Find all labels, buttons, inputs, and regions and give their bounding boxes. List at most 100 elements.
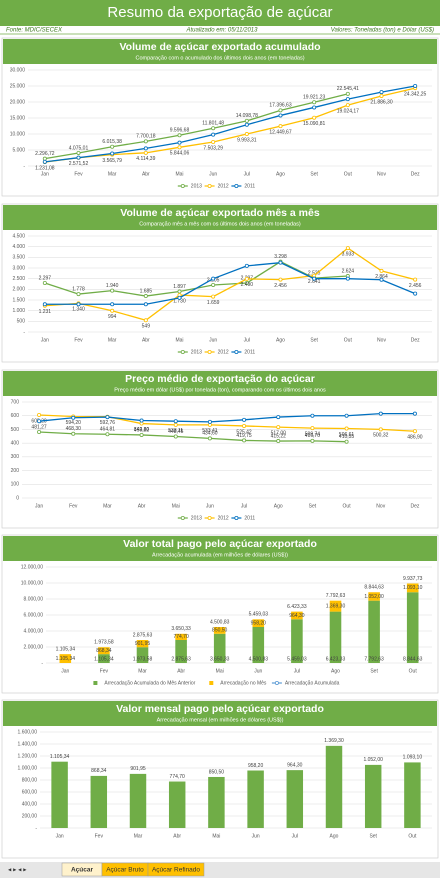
data-label: 1.340 — [72, 307, 85, 313]
point — [242, 417, 247, 422]
point — [105, 415, 110, 420]
x-tick-label: Ago — [330, 833, 339, 839]
point — [76, 150, 81, 155]
data-label: 542,80 — [134, 427, 150, 433]
legend-marker — [234, 183, 239, 188]
x-tick-label: Out — [408, 833, 417, 839]
data-label: 4.075,01 — [69, 145, 89, 151]
x-tick-label: Jun — [206, 503, 214, 509]
point — [244, 132, 249, 137]
data-label: 2.456 — [274, 283, 287, 289]
bar-segment — [329, 600, 342, 612]
x-tick-label: Mai — [216, 668, 224, 674]
data-label: 964,30 — [287, 762, 303, 768]
bar — [325, 745, 343, 828]
y-tick-label: 30.000 — [10, 67, 26, 73]
x-tick-label: Fev — [100, 668, 109, 674]
y-tick-label: 5.000 — [12, 147, 25, 153]
x-tick-label: Fev — [69, 503, 78, 509]
tab[interactable]: Açúcar Refinado — [152, 867, 200, 874]
point — [177, 145, 182, 150]
point — [278, 277, 283, 282]
point — [110, 144, 115, 149]
data-label: 964,30 — [289, 613, 305, 619]
x-tick-label: Jul — [294, 668, 300, 674]
tab[interactable] — [147, 862, 205, 877]
y-tick-label: 100 — [11, 482, 20, 488]
point — [344, 439, 349, 444]
data-label: 448,45 — [168, 429, 184, 435]
data-label: 850,50 — [209, 769, 225, 775]
point — [76, 292, 81, 297]
chart-title: Valor total pago pelo açúcar exportado — [123, 538, 317, 550]
x-tick-label: Jul — [244, 171, 250, 177]
bar — [168, 781, 186, 828]
series-line — [44, 262, 416, 305]
y-tick-label: 3.500 — [12, 255, 25, 261]
tab[interactable]: Açúcar Bruto — [106, 867, 144, 874]
point — [143, 139, 148, 144]
bar — [129, 773, 147, 828]
units: Valores: Toneladas (ton) e Dólar (US$) — [331, 28, 434, 34]
data-label: 1.093,10 — [403, 755, 423, 761]
x-tick-label: Dez — [411, 337, 420, 343]
total-point — [64, 653, 66, 655]
data-label: 416,70 — [305, 433, 321, 439]
x-tick-label: Nov — [377, 337, 386, 343]
data-label: 1.105,34 — [94, 656, 114, 662]
y-tick-label: 4.000 — [12, 244, 25, 250]
series-line — [44, 93, 348, 160]
x-tick-label: Dez — [410, 503, 419, 509]
y-tick-label: 3.000 — [12, 265, 25, 271]
chart-subtitle: Comparação com o acumulado dos últimos d… — [135, 55, 304, 61]
panel — [1, 369, 439, 529]
x-tick-label: Mar — [134, 833, 143, 839]
point — [177, 289, 182, 294]
legend-label: 2011 — [244, 183, 255, 189]
point — [312, 105, 317, 110]
data-label: 486,90 — [407, 435, 423, 441]
bar-segment — [252, 626, 265, 663]
y-tick-label: 4.000,00 — [24, 628, 44, 634]
legend-swatch — [93, 681, 98, 685]
x-tick-label: Set — [370, 668, 378, 674]
bar-segment — [98, 654, 110, 663]
point — [211, 276, 216, 281]
data-label: 4.114,39 — [136, 156, 155, 162]
y-tick-label: 400,00 — [22, 801, 38, 807]
legend-label: 2013 — [191, 515, 202, 521]
data-label: 2.297 — [39, 275, 52, 281]
data-label: 1.897 — [173, 284, 186, 290]
point — [312, 115, 317, 120]
x-tick-label: Ago — [274, 503, 283, 509]
x-tick-label: Fev — [74, 171, 83, 177]
point — [71, 415, 76, 420]
data-label: 2.571,52 — [69, 161, 89, 167]
y-tick-label: 1.500 — [12, 297, 25, 303]
panel-header — [3, 701, 437, 726]
x-tick-label: Mar — [108, 337, 117, 343]
nav-arrows[interactable]: ◂ ▸ ◂ ▸ — [8, 867, 27, 874]
data-label: 958,20 — [248, 763, 264, 769]
x-tick-label: Jul — [244, 337, 250, 343]
bar-segment — [406, 583, 419, 593]
y-tick-label: - — [35, 825, 37, 831]
point — [211, 132, 216, 137]
y-tick-label: 200 — [11, 468, 20, 474]
point — [344, 426, 349, 431]
total-label: 5.459,03 — [249, 612, 269, 618]
point — [242, 438, 247, 443]
legend-label: 2012 — [218, 515, 229, 521]
x-tick-label: Jan — [56, 833, 64, 839]
y-tick-label: 2.500 — [12, 276, 25, 282]
point — [278, 108, 283, 113]
point — [378, 411, 383, 416]
point — [211, 139, 216, 144]
y-tick-label: 500 — [17, 319, 26, 325]
data-label: 5.844,06 — [170, 151, 190, 157]
data-label: 2.864 — [375, 274, 388, 280]
y-tick-label: 12.000,00 — [21, 564, 43, 570]
x-tick-label: Set — [309, 503, 317, 509]
y-tick-label: 800,00 — [22, 777, 38, 783]
tab[interactable]: Açúcar — [71, 867, 94, 874]
